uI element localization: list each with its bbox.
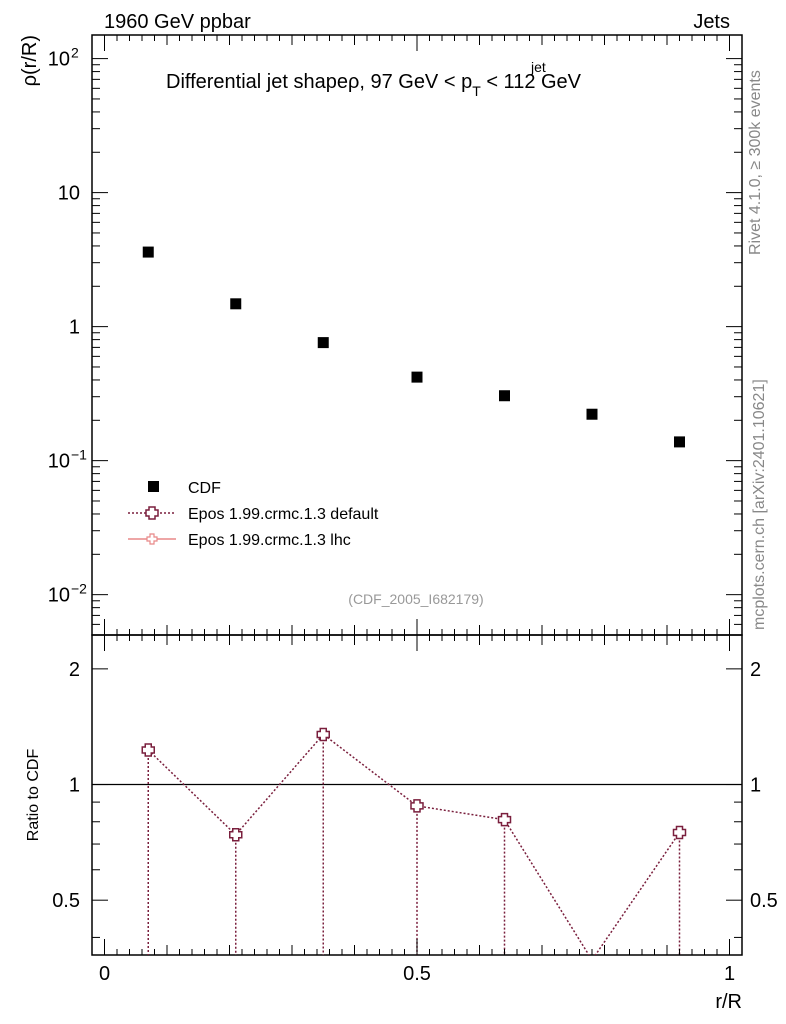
main-title: Differential jet shapeρ, 97 GeV < pT < 1… bbox=[166, 71, 582, 99]
cdf-data-point bbox=[411, 371, 423, 383]
main-ylabel: ρ(r/R) bbox=[19, 35, 41, 86]
main-ytick-label: 1 bbox=[69, 317, 80, 339]
main-ytick-label: 10 bbox=[48, 585, 70, 607]
main-ytick-base: 10 bbox=[58, 183, 80, 205]
main-ytick-base: 1 bbox=[69, 317, 80, 339]
x-tick-label: 1 bbox=[724, 963, 735, 985]
main-title-text: Differential jet shapeρ, 97 GeV < p bbox=[166, 71, 472, 93]
cdf-data-point bbox=[674, 436, 685, 448]
ratio-data-point bbox=[316, 727, 330, 742]
main-title-superscript: jet bbox=[530, 59, 546, 75]
analysis-annotation: (CDF_2005_I682179) bbox=[348, 591, 483, 607]
cdf-data-point bbox=[586, 408, 598, 420]
cdf-data-point bbox=[230, 298, 242, 310]
ratio-data-point bbox=[672, 825, 687, 840]
ratio-axis-ticks: 2 2 1 1 0.5 0.5 bbox=[52, 659, 778, 938]
cdf-data-point bbox=[499, 390, 510, 402]
main-ytick-exponent: −1 bbox=[71, 447, 87, 463]
header-left: 1960 GeV ppbar bbox=[104, 11, 251, 33]
main-title-subscript: T bbox=[472, 83, 481, 99]
x-axis-label: r/R bbox=[715, 991, 742, 1013]
main-ytick-label: 10 bbox=[48, 49, 70, 71]
ratio-data-point bbox=[410, 799, 424, 813]
ratio-series-line bbox=[147, 733, 681, 955]
main-title-tail: < 112 GeV bbox=[481, 71, 582, 93]
cdf-data-point bbox=[142, 246, 154, 258]
main-ytick-base: 10 bbox=[48, 585, 70, 607]
ratio-data-point bbox=[497, 812, 512, 827]
ratio-ytick-label: 2 bbox=[69, 659, 80, 681]
main-data-points bbox=[142, 246, 685, 448]
rivet-version-label: Rivet 4.1.0, ≥ 300k events bbox=[747, 70, 764, 255]
legend-cdf-label: CDF bbox=[188, 480, 221, 497]
ratio-ytick-label-right: 2 bbox=[750, 659, 761, 681]
main-ytick-label: 10 bbox=[58, 183, 80, 205]
main-ytick-base: 10 bbox=[48, 49, 70, 71]
legend-default-marker bbox=[145, 506, 159, 520]
main-ytick-base: 10 bbox=[48, 451, 70, 473]
ratio-ytick-label-right: 1 bbox=[750, 775, 761, 797]
legend-lhc-marker bbox=[146, 533, 158, 545]
ratio-ytick-label: 1 bbox=[69, 775, 80, 797]
legend: CDF Epos 1.99.crmc.1.3 default Epos 1.99… bbox=[128, 480, 379, 549]
main-ytick-label: 10 bbox=[48, 451, 70, 473]
mcplots-label: mcplots.cern.ch [arXiv:2401.10621] bbox=[751, 379, 768, 630]
x-tick-label: 0.5 bbox=[403, 963, 431, 985]
ratio-ytick-label: 0.5 bbox=[52, 890, 80, 912]
legend-default-label: Epos 1.99.crmc.1.3 default bbox=[188, 506, 379, 523]
ratio-data-point bbox=[229, 828, 243, 842]
x-tick-label: 0 bbox=[99, 963, 110, 985]
ratio-data-point bbox=[141, 743, 155, 757]
ratio-ylabel: Ratio to CDF bbox=[25, 749, 42, 842]
main-ytick-exponent: 2 bbox=[71, 45, 79, 61]
header-right: Jets bbox=[693, 11, 730, 33]
ratio-series bbox=[141, 727, 687, 955]
main-ytick-exponent: −2 bbox=[71, 581, 87, 597]
legend-lhc-label: Epos 1.99.crmc.1.3 lhc bbox=[188, 532, 351, 549]
legend-cdf-marker bbox=[148, 481, 159, 492]
x-axis-ticks: 0 0.5 1 bbox=[99, 35, 735, 985]
cdf-data-point bbox=[317, 337, 329, 349]
ratio-ytick-label-right: 0.5 bbox=[750, 890, 778, 912]
